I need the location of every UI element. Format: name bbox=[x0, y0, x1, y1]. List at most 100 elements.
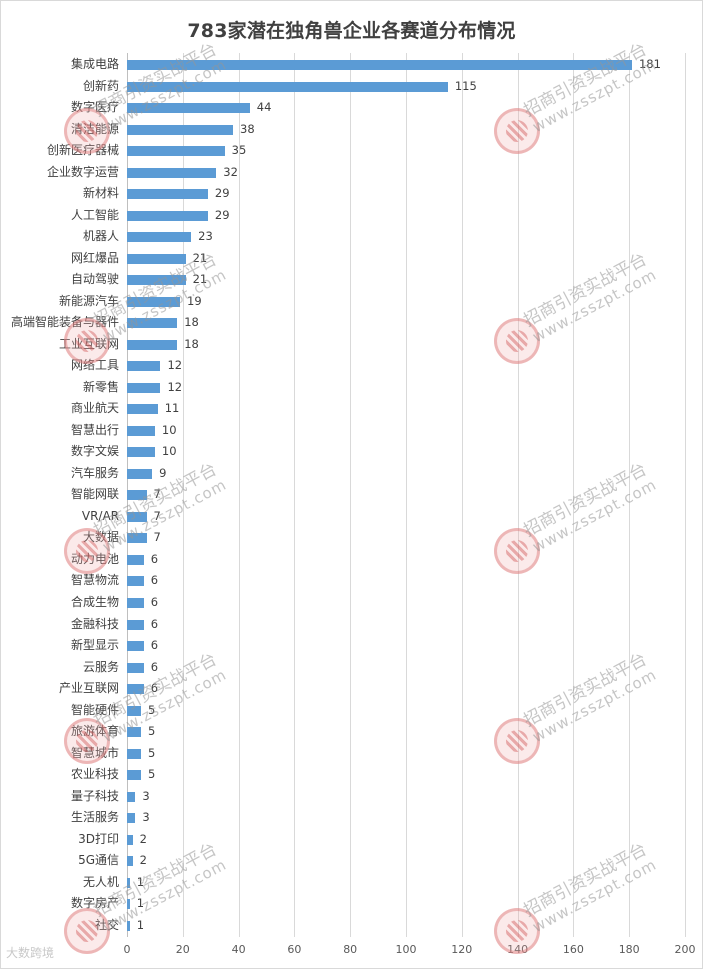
data-label: 6 bbox=[150, 573, 159, 588]
gridline bbox=[685, 53, 686, 937]
data-label: 6 bbox=[150, 681, 159, 696]
bar-row: 网络工具 12 bbox=[0, 355, 703, 376]
bar-row: 3D打印 2 bbox=[0, 829, 703, 850]
bar-row: 5G通信 2 bbox=[0, 850, 703, 871]
bar bbox=[127, 210, 208, 221]
category-label: 智能硬件 bbox=[70, 702, 119, 717]
category-label: 新能源汽车 bbox=[58, 293, 119, 308]
chart-title: 783家潜在独角兽企业各赛道分布情况 bbox=[187, 20, 516, 42]
bar-row: 汽车服务 9 bbox=[0, 463, 703, 484]
bar bbox=[127, 920, 130, 931]
data-label: 6 bbox=[150, 595, 159, 609]
bar bbox=[127, 619, 144, 630]
bar-row: 新零售 12 bbox=[0, 377, 703, 398]
data-label: 12 bbox=[167, 358, 183, 373]
category-label: 机器人 bbox=[82, 229, 119, 244]
data-label: 6 bbox=[150, 638, 159, 653]
bar-row: 新能源汽车 19 bbox=[0, 291, 703, 312]
category-label: 人工智能 bbox=[70, 207, 119, 222]
data-label: 44 bbox=[256, 100, 272, 115]
category-label: 智慧出行 bbox=[70, 422, 119, 437]
category-label: 无人机 bbox=[82, 874, 119, 889]
bar bbox=[127, 856, 133, 867]
data-label: 23 bbox=[198, 229, 213, 244]
bar bbox=[127, 662, 144, 673]
data-label: 115 bbox=[454, 78, 477, 93]
x-tick-label: 0 bbox=[123, 943, 131, 956]
bar bbox=[127, 576, 144, 587]
bar bbox=[127, 877, 130, 888]
data-label: 18 bbox=[184, 336, 199, 351]
bar-row: 集成电路 181 bbox=[0, 54, 703, 75]
data-label: 5 bbox=[147, 745, 156, 760]
data-label: 10 bbox=[161, 444, 177, 459]
bar-row: 数字文娱 10 bbox=[0, 441, 703, 462]
data-label: 5 bbox=[147, 767, 156, 782]
x-tick-label: 200 bbox=[674, 943, 696, 956]
watermark-seal-icon bbox=[64, 108, 110, 154]
category-label: 智能网联 bbox=[70, 487, 119, 502]
data-label: 35 bbox=[231, 143, 247, 158]
bar-row: 合成生物 6 bbox=[0, 592, 703, 613]
data-label: 21 bbox=[192, 272, 208, 287]
data-label: 7 bbox=[153, 508, 161, 523]
data-label: 6 bbox=[150, 659, 159, 674]
category-label: 产业互联网 bbox=[58, 681, 119, 696]
category-label: 数字文娱 bbox=[70, 444, 119, 459]
bar-row: 商业航天 11 bbox=[0, 398, 703, 419]
category-label: 新材料 bbox=[82, 186, 119, 201]
source-logo: 大数跨境 bbox=[6, 946, 55, 960]
bar-row: 智能硬件 5 bbox=[0, 700, 703, 721]
bar-row: 农业科技 5 bbox=[0, 764, 703, 785]
bar bbox=[127, 253, 186, 264]
x-tick-label: 120 bbox=[451, 943, 473, 956]
bar bbox=[127, 490, 147, 501]
gridline bbox=[238, 53, 240, 937]
bar-row: 新材料 29 bbox=[0, 183, 703, 204]
bar bbox=[127, 684, 144, 695]
bar-row: 量子科技 3 bbox=[0, 786, 703, 807]
data-label: 9 bbox=[159, 465, 167, 480]
bar bbox=[127, 598, 144, 608]
x-tick-label: 180 bbox=[618, 943, 640, 956]
category-label: 汽车服务 bbox=[70, 465, 119, 480]
data-label: 11 bbox=[164, 401, 180, 416]
data-label: 19 bbox=[187, 293, 202, 308]
data-label: 12 bbox=[167, 379, 183, 394]
bar-row: 智慧物流 6 bbox=[0, 570, 703, 591]
bar bbox=[127, 748, 141, 759]
bar-row: 人工智能 29 bbox=[0, 205, 703, 226]
bar-row: 云服务 6 bbox=[0, 657, 703, 678]
data-label: 181 bbox=[638, 57, 661, 71]
bar-row: 智慧出行 10 bbox=[0, 420, 703, 441]
category-label: 农业科技 bbox=[70, 767, 119, 782]
bar bbox=[127, 339, 178, 350]
bar bbox=[127, 404, 158, 415]
bar bbox=[127, 770, 141, 781]
bar bbox=[127, 705, 141, 716]
gridline bbox=[294, 53, 296, 937]
bar-row: 自动驾驶 21 bbox=[0, 269, 703, 290]
bar bbox=[127, 361, 161, 372]
bar bbox=[127, 468, 153, 479]
data-label: 32 bbox=[223, 164, 238, 179]
data-label: 1 bbox=[136, 874, 145, 889]
bar bbox=[127, 554, 144, 565]
category-label: 金融科技 bbox=[70, 616, 119, 631]
category-label: 生活服务 bbox=[70, 810, 119, 825]
bar bbox=[127, 81, 448, 92]
data-label: 1 bbox=[136, 917, 145, 932]
category-label: VR/AR bbox=[81, 508, 119, 523]
data-label: 29 bbox=[214, 207, 230, 222]
x-tick-label: 100 bbox=[395, 943, 417, 956]
bar-row: 智能网联 7 bbox=[0, 484, 703, 505]
bar bbox=[127, 146, 225, 157]
gridline bbox=[461, 53, 463, 937]
bar bbox=[127, 382, 161, 393]
category-label: 5G通信 bbox=[78, 853, 119, 868]
category-label: 自动驾驶 bbox=[70, 272, 119, 287]
data-label: 21 bbox=[192, 250, 208, 265]
data-label: 5 bbox=[147, 702, 156, 717]
watermark-seal-icon bbox=[64, 318, 110, 364]
